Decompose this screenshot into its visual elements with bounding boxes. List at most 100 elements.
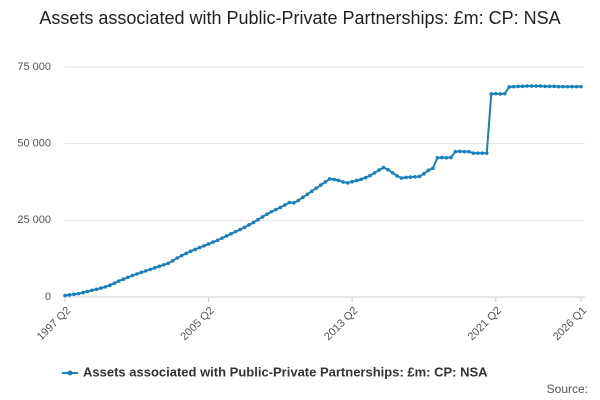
point	[368, 173, 372, 178]
point	[579, 84, 583, 89]
legend-label: Assets associated with Public-Private Pa…	[83, 364, 488, 379]
point	[148, 267, 153, 272]
point	[112, 281, 117, 286]
point	[206, 242, 211, 246]
point	[493, 91, 498, 96]
point	[233, 229, 238, 234]
point	[399, 176, 404, 180]
point	[476, 151, 480, 155]
point	[323, 180, 328, 184]
point	[184, 251, 188, 256]
point	[152, 266, 157, 270]
x-tick-label: 2013 Q2	[322, 305, 360, 343]
point	[511, 84, 516, 89]
point	[507, 85, 512, 89]
point	[301, 195, 305, 200]
point	[292, 201, 296, 205]
point	[372, 171, 377, 175]
point	[547, 84, 552, 89]
y-tick-label: 50 000	[17, 138, 51, 150]
point	[552, 84, 556, 89]
point	[462, 149, 467, 154]
point	[274, 207, 278, 212]
x-tick-label: 2026 Q1	[551, 305, 589, 343]
point	[251, 220, 256, 225]
point	[130, 273, 135, 278]
point	[520, 84, 525, 89]
point	[224, 234, 229, 238]
point	[489, 92, 494, 96]
point	[543, 84, 547, 89]
point	[336, 178, 341, 183]
point	[287, 200, 292, 205]
point	[283, 203, 287, 207]
y-tick-label: 25 000	[17, 214, 51, 226]
point	[498, 92, 503, 96]
chart-title: Assets associated with Public-Private Pa…	[39, 8, 561, 28]
y-tick-label: 75 000	[17, 61, 51, 73]
point	[108, 283, 112, 288]
point	[265, 212, 269, 216]
point	[72, 292, 76, 297]
point	[408, 175, 413, 179]
point	[296, 198, 301, 203]
point	[345, 181, 350, 185]
point	[202, 243, 206, 248]
point	[175, 256, 179, 260]
point	[417, 174, 422, 179]
point	[215, 238, 220, 243]
point	[238, 227, 242, 232]
x-tick-label: 1997 Q2	[35, 305, 73, 343]
point	[502, 91, 507, 96]
point	[170, 259, 175, 263]
point	[179, 253, 184, 258]
point	[269, 209, 274, 214]
point	[341, 180, 345, 184]
point	[256, 217, 260, 222]
source: Source:	[547, 382, 588, 396]
x-tick-label: 2021 Q2	[466, 305, 504, 343]
point	[211, 240, 215, 244]
point	[404, 175, 408, 180]
point	[94, 287, 99, 292]
point	[570, 84, 574, 89]
point	[395, 174, 399, 178]
point	[435, 155, 440, 160]
point	[377, 168, 381, 172]
point	[363, 175, 368, 180]
point	[471, 151, 476, 155]
point	[350, 179, 354, 184]
y-tick-label: 0	[45, 291, 51, 303]
point	[565, 84, 570, 89]
point	[458, 149, 462, 154]
point	[480, 151, 485, 155]
point	[305, 192, 310, 197]
x-tick-label: 2005 Q2	[178, 305, 216, 343]
point	[413, 174, 417, 179]
point	[188, 249, 193, 254]
point	[574, 84, 579, 89]
point	[99, 286, 103, 290]
point	[516, 84, 520, 89]
point	[440, 155, 444, 160]
point	[63, 293, 67, 298]
point	[242, 225, 247, 230]
point	[529, 84, 534, 88]
point	[103, 285, 108, 289]
point	[220, 236, 224, 240]
point	[556, 84, 561, 89]
point	[318, 183, 323, 187]
point	[426, 168, 431, 173]
point	[484, 151, 489, 155]
point	[193, 247, 197, 252]
point	[467, 149, 471, 154]
point	[449, 155, 453, 160]
point	[381, 165, 386, 170]
point	[81, 290, 85, 295]
point	[126, 275, 130, 280]
point	[278, 205, 283, 210]
legend-marker	[67, 370, 73, 376]
point	[143, 269, 148, 273]
point	[260, 215, 265, 219]
